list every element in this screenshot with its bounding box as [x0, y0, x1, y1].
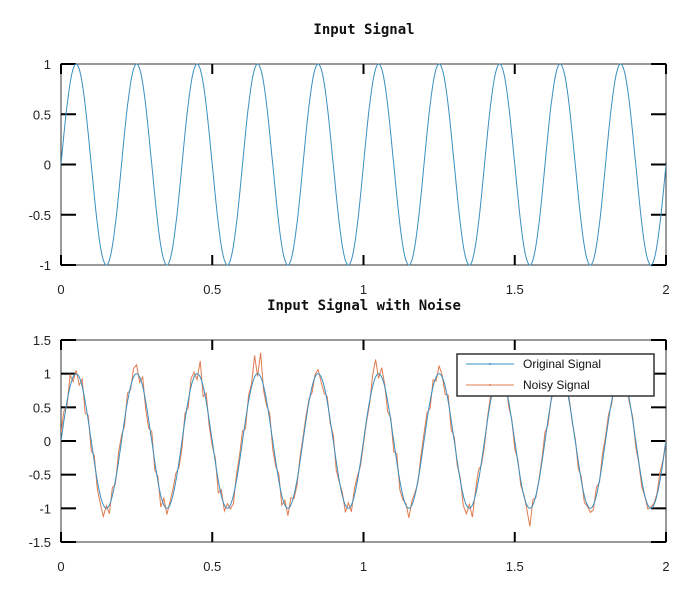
plot-title: Input Signal — [313, 22, 414, 38]
series-line-input-signal — [61, 63, 666, 266]
x-tick-label: 1 — [360, 282, 367, 297]
x-tick-label: 1.5 — [506, 282, 524, 297]
legend-label: Noisy Signal — [523, 378, 590, 392]
y-tick-label: 0 — [44, 158, 51, 173]
x-tick-label: 1.5 — [506, 559, 524, 574]
y-tick-label: -1 — [39, 258, 51, 273]
legend-marker — [489, 363, 491, 365]
plot-title: Input Signal with Noise — [267, 298, 461, 314]
input-signal-plot: Input Signal 0 0.5 1 1.5 2 1 0.5 0 -0.5 -1 — [29, 22, 670, 297]
x-tick-label: 0 — [57, 559, 64, 574]
y-tick-label: 1.5 — [33, 333, 51, 348]
y-tick-label: 1 — [44, 57, 51, 72]
noisy-signal-plot: Input Signal with Noise 0 0.5 1 1.5 2 1.5 1 0.5… — [29, 298, 670, 574]
x-tick-label: 2 — [662, 559, 669, 574]
x-tick-label: 2 — [662, 282, 669, 297]
x-tick-label: 0.5 — [203, 559, 221, 574]
y-tick-label: 0.5 — [33, 107, 51, 122]
y-tick-label: 0.5 — [33, 400, 51, 415]
legend-marker — [489, 384, 491, 386]
legend-box — [456, 353, 655, 397]
legend-label: Original Signal — [523, 357, 601, 371]
y-tick-label: 0 — [44, 434, 51, 449]
y-tick-label: -1 — [39, 501, 51, 516]
x-tick-label: 0.5 — [203, 282, 221, 297]
x-tick-label: 1 — [360, 559, 367, 574]
y-tick-label: -0.5 — [29, 208, 51, 223]
legend: Original Signal Noisy Signal — [456, 353, 655, 397]
y-tick-label: -1.5 — [29, 535, 51, 550]
y-tick-label: -0.5 — [29, 468, 51, 483]
y-tick-label: 1 — [44, 367, 51, 382]
x-tick-label: 0 — [57, 282, 64, 297]
